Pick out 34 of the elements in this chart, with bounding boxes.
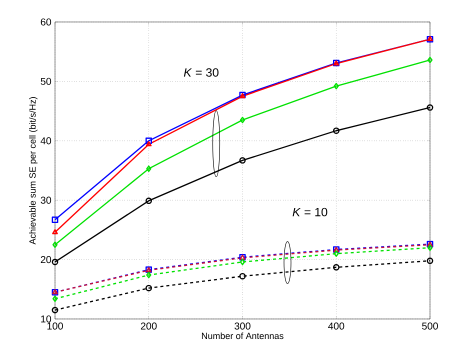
y-tick-label: 20 [40, 256, 52, 264]
point [240, 116, 246, 124]
y-axis-title: Achievable sum SE per cell (bit/s/Hz) [29, 97, 38, 244]
point [334, 250, 339, 257]
point [239, 272, 246, 280]
point [146, 165, 152, 172]
point [146, 198, 152, 204]
y-tick-label: 60 [40, 18, 52, 26]
point [427, 244, 433, 251]
point [146, 272, 152, 278]
point [240, 258, 246, 266]
x-tick-label: 400 [328, 322, 344, 330]
y-tick-label: 30 [40, 196, 52, 204]
point [239, 157, 246, 164]
annotation: K = 30 [184, 68, 219, 77]
y-tick-label: 10 [41, 315, 52, 323]
x-tick-label: 500 [422, 322, 438, 330]
point [52, 216, 58, 224]
y-tick-label: 50 [40, 78, 52, 85]
x-tick-label: 300 [234, 322, 250, 330]
point [334, 82, 339, 90]
point [146, 138, 152, 144]
point [52, 296, 58, 302]
y-tick-label: 40 [40, 137, 52, 144]
x-axis-title: Number of Antennas [202, 332, 284, 340]
point [333, 264, 340, 271]
point [333, 127, 340, 134]
annotation: K = 10 [292, 208, 328, 216]
point [146, 141, 152, 146]
x-tick-label: 200 [140, 322, 157, 330]
x-tick-label: 100 [47, 322, 63, 330]
point [146, 284, 152, 292]
point [426, 258, 434, 264]
point [52, 306, 58, 314]
